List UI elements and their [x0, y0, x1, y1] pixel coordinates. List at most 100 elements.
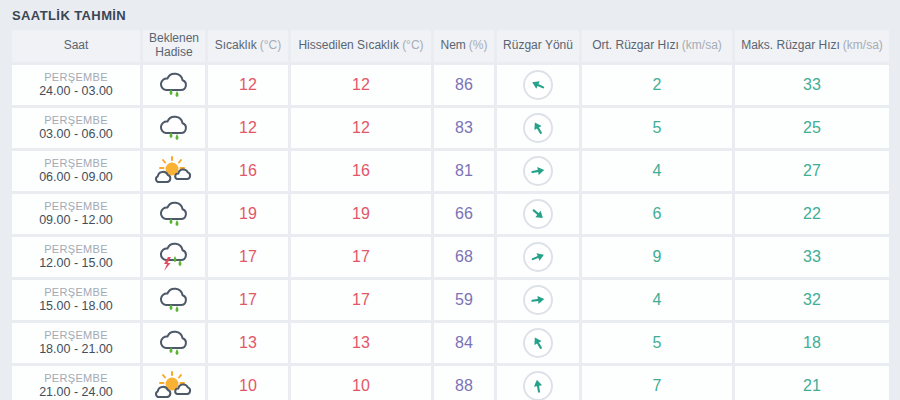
max-wind-speed-value: 21	[803, 377, 821, 395]
feels-like-cell: 13	[291, 323, 431, 363]
temperature-cell: 17	[208, 237, 288, 277]
time-cell: PERŞEMBE21.00 - 24.00	[12, 366, 140, 400]
thunderstorm-icon	[152, 241, 196, 273]
wind-arrow-icon	[528, 246, 549, 267]
time-cell: PERŞEMBE09.00 - 12.00	[12, 194, 140, 234]
column-header-humidity: Nem(%)	[434, 30, 494, 62]
wind-direction-cell	[497, 151, 579, 191]
time-range: 21.00 - 24.00	[39, 385, 113, 399]
temperature-value: 19	[239, 205, 257, 223]
avg-wind-speed-cell: 6	[582, 194, 732, 234]
wind-arrow-icon	[527, 332, 549, 354]
temperature-cell: 16	[208, 151, 288, 191]
humidity-value: 59	[455, 291, 473, 309]
time-range: 18.00 - 21.00	[39, 342, 113, 356]
rain-cloud-icon	[152, 112, 196, 144]
temperature-cell: 12	[208, 65, 288, 105]
temperature-value: 17	[239, 291, 257, 309]
wind-direction-cell	[497, 65, 579, 105]
time-cell: PERŞEMBE15.00 - 18.00	[12, 280, 140, 320]
humidity-cell: 83	[434, 108, 494, 148]
avg-wind-speed-value: 6	[653, 205, 662, 223]
expected-event-cell	[143, 151, 205, 191]
max-wind-speed-cell: 27	[735, 151, 889, 191]
column-header-max-wind-speed: Maks. Rüzgar Hızı(km/sa)	[735, 30, 889, 62]
max-wind-speed-value: 18	[803, 334, 821, 352]
wind-arrow-icon	[529, 161, 548, 180]
time-cell: PERŞEMBE24.00 - 03.00	[12, 65, 140, 105]
time-cell: PERŞEMBE18.00 - 21.00	[12, 323, 140, 363]
feels-like-cell: 17	[291, 280, 431, 320]
wind-arrow-icon	[529, 376, 548, 395]
max-wind-speed-value: 22	[803, 205, 821, 223]
expected-event-cell	[143, 366, 205, 400]
wind-direction-icon	[523, 285, 553, 315]
day-label: PERŞEMBE	[44, 71, 108, 83]
humidity-cell: 86	[434, 65, 494, 105]
day-label: PERŞEMBE	[44, 329, 108, 341]
humidity-value: 66	[455, 205, 473, 223]
time-range: 03.00 - 06.00	[39, 127, 113, 141]
feels-like-value: 19	[352, 205, 370, 223]
day-label: PERŞEMBE	[44, 286, 108, 298]
temperature-value: 10	[239, 377, 257, 395]
expected-event-cell	[143, 65, 205, 105]
avg-wind-speed-value: 2	[653, 76, 662, 94]
max-wind-speed-cell: 33	[735, 237, 889, 277]
time-cell: PERŞEMBE03.00 - 06.00	[12, 108, 140, 148]
wind-arrow-icon	[529, 291, 547, 309]
avg-wind-speed-value: 9	[653, 248, 662, 266]
time-range: 06.00 - 09.00	[39, 170, 113, 184]
temperature-cell: 10	[208, 366, 288, 400]
humidity-cell: 81	[434, 151, 494, 191]
column-header-temperature: Sıcaklık(°C)	[208, 30, 288, 62]
temperature-cell: 19	[208, 194, 288, 234]
time-range: 24.00 - 03.00	[39, 84, 113, 98]
humidity-cell: 84	[434, 323, 494, 363]
column-header-expected-event: Beklenen Hadise	[143, 30, 205, 62]
avg-wind-speed-cell: 4	[582, 280, 732, 320]
temperature-cell: 17	[208, 280, 288, 320]
avg-wind-speed-cell: 5	[582, 323, 732, 363]
feels-like-cell: 16	[291, 151, 431, 191]
day-label: PERŞEMBE	[44, 200, 108, 212]
feels-like-cell: 12	[291, 108, 431, 148]
avg-wind-speed-value: 7	[653, 377, 662, 395]
feels-like-cell: 10	[291, 366, 431, 400]
max-wind-speed-value: 32	[803, 291, 821, 309]
rain-cloud-icon	[152, 327, 196, 359]
max-wind-speed-cell: 21	[735, 366, 889, 400]
expected-event-cell	[143, 237, 205, 277]
max-wind-speed-cell: 22	[735, 194, 889, 234]
max-wind-speed-cell: 25	[735, 108, 889, 148]
wind-direction-icon	[523, 156, 553, 186]
max-wind-speed-value: 25	[803, 119, 821, 137]
wind-direction-icon	[523, 70, 553, 100]
day-label: PERŞEMBE	[44, 157, 108, 169]
column-header-wind-direction: Rüzgar Yönü	[497, 30, 579, 62]
temperature-value: 12	[239, 76, 257, 94]
time-range: 09.00 - 12.00	[39, 213, 113, 227]
wind-direction-icon	[523, 242, 553, 272]
avg-wind-speed-cell: 7	[582, 366, 732, 400]
temperature-cell: 13	[208, 323, 288, 363]
humidity-value: 68	[455, 248, 473, 266]
time-range: 15.00 - 18.00	[39, 299, 113, 313]
temperature-value: 13	[239, 334, 257, 352]
feels-like-value: 10	[352, 377, 370, 395]
temperature-cell: 12	[208, 108, 288, 148]
expected-event-cell	[143, 108, 205, 148]
humidity-cell: 66	[434, 194, 494, 234]
expected-event-cell	[143, 194, 205, 234]
wind-direction-icon	[523, 113, 553, 143]
feels-like-value: 12	[352, 119, 370, 137]
expected-event-cell	[143, 323, 205, 363]
time-cell: PERŞEMBE12.00 - 15.00	[12, 237, 140, 277]
column-header-feels-like: Hissedilen Sıcaklık(°C)	[291, 30, 431, 62]
wind-arrow-icon	[527, 117, 549, 139]
expected-event-cell	[143, 280, 205, 320]
feels-like-value: 17	[352, 291, 370, 309]
column-header-avg-wind-speed: Ort. Rüzgar Hızı(km/sa)	[582, 30, 732, 62]
humidity-value: 88	[455, 377, 473, 395]
partly-sunny-icon	[152, 370, 196, 400]
